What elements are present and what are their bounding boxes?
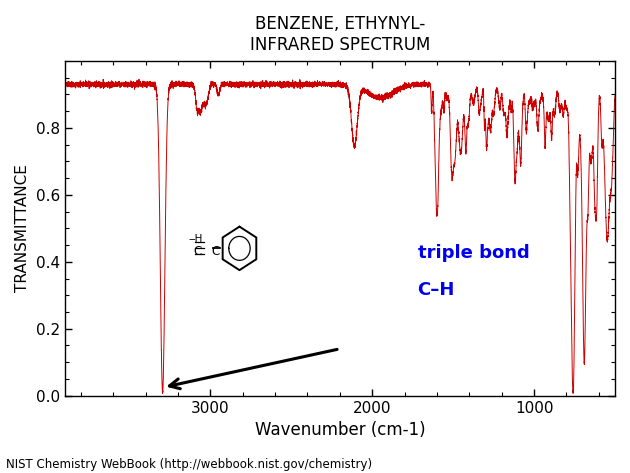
Text: ‒H: ‒H — [189, 234, 203, 244]
Y-axis label: TRANSMITTANCE: TRANSMITTANCE — [15, 164, 30, 292]
Title: BENZENE, ETHYNYL-
INFRARED SPECTRUM: BENZENE, ETHYNYL- INFRARED SPECTRUM — [249, 15, 430, 54]
Text: C–H: C–H — [418, 281, 455, 299]
X-axis label: Wavenumber (cm-1): Wavenumber (cm-1) — [255, 421, 425, 439]
Text: triple bond: triple bond — [418, 245, 529, 263]
Text: NIST Chemistry WebBook (http://webbook.nist.gov/chemistry): NIST Chemistry WebBook (http://webbook.n… — [6, 458, 372, 471]
Text: C: C — [193, 245, 202, 258]
Text: C: C — [211, 245, 219, 258]
